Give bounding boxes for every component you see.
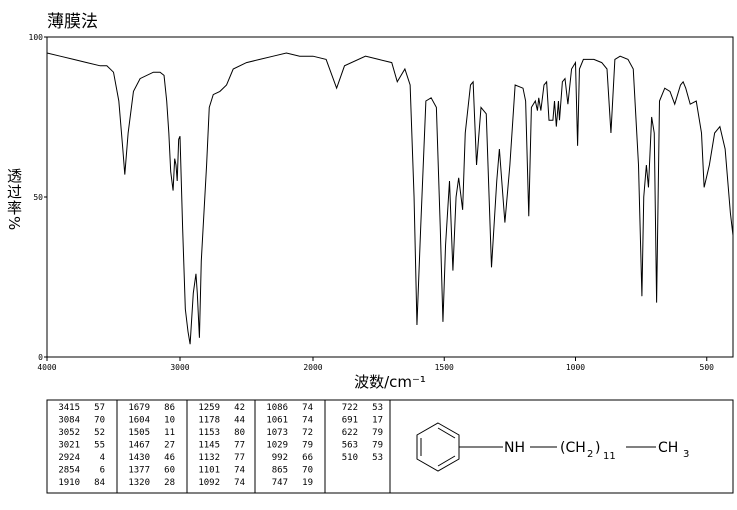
methyl-subscript: 3 (683, 449, 689, 460)
peak-wavenumber: 1153 (198, 428, 220, 438)
spectrum-line (46, 52, 734, 345)
peak-transmittance: 77 (234, 453, 245, 463)
x-tick-label: 3000 (170, 363, 189, 372)
x-tick-label: 2000 (303, 363, 322, 372)
peak-wavenumber: 510 (342, 453, 358, 463)
peak-transmittance: 86 (164, 403, 175, 413)
peak-wavenumber: 1910 (58, 478, 80, 488)
peak-transmittance: 11 (164, 428, 175, 438)
peak-wavenumber: 691 (342, 416, 358, 426)
x-tick-label: 4000 (37, 363, 56, 372)
peak-wavenumber: 3052 (58, 428, 80, 438)
peak-wavenumber: 3021 (58, 441, 80, 451)
y-tick-label: 0 (38, 353, 43, 362)
peak-transmittance: 57 (94, 403, 105, 413)
peak-wavenumber: 1092 (198, 478, 220, 488)
x-tick-label: 500 (700, 363, 715, 372)
peak-transmittance: 74 (302, 416, 313, 426)
peak-transmittance: 27 (164, 441, 175, 451)
peak-transmittance: 42 (234, 403, 245, 413)
y-tick-label: 100 (29, 33, 44, 42)
peak-transmittance: 52 (94, 428, 105, 438)
benzene-ring (416, 422, 656, 472)
peak-wavenumber: 1086 (266, 403, 288, 413)
y-tick-label: 50 (33, 193, 43, 202)
peak-transmittance: 44 (234, 416, 245, 426)
peak-wavenumber: 1101 (198, 466, 220, 476)
peak-wavenumber: 1377 (128, 466, 150, 476)
peak-transmittance: 70 (94, 416, 105, 426)
peak-wavenumber: 3084 (58, 416, 80, 426)
amine-label: NH (504, 440, 525, 456)
peak-transmittance: 84 (94, 478, 105, 488)
peak-transmittance: 80 (234, 428, 245, 438)
peak-wavenumber: 2924 (58, 453, 80, 463)
peak-wavenumber: 1029 (266, 441, 288, 451)
methyl-label: CH (658, 440, 678, 456)
peak-wavenumber: 992 (272, 453, 288, 463)
peak-transmittance: 17 (372, 416, 383, 426)
peak-wavenumber: 1178 (198, 416, 220, 426)
peak-transmittance: 70 (302, 466, 313, 476)
peak-wavenumber: 1061 (266, 416, 288, 426)
peak-transmittance: 72 (302, 428, 313, 438)
chain-close: ) (595, 440, 600, 456)
peak-transmittance: 46 (164, 453, 175, 463)
peak-transmittance: 28 (164, 478, 175, 488)
chart-title: 薄膜法 (47, 12, 98, 32)
peak-wavenumber: 747 (272, 478, 288, 488)
peak-transmittance: 10 (164, 416, 175, 426)
peak-wavenumber: 865 (272, 466, 288, 476)
peak-wavenumber: 3415 (58, 403, 80, 413)
peak-wavenumber: 1259 (198, 403, 220, 413)
peak-wavenumber: 1604 (128, 416, 150, 426)
peak-transmittance: 66 (302, 453, 313, 463)
peak-transmittance: 60 (164, 466, 175, 476)
peak-transmittance: 19 (302, 478, 313, 488)
peak-wavenumber: 2854 (58, 466, 80, 476)
repeat-count: 11 (603, 451, 616, 462)
peak-wavenumber: 1073 (266, 428, 288, 438)
peak-transmittance: 74 (302, 403, 313, 413)
peak-transmittance: 74 (234, 478, 245, 488)
peak-wavenumber: 1467 (128, 441, 150, 451)
peak-wavenumber: 1505 (128, 428, 150, 438)
x-tick-label: 1500 (435, 363, 454, 372)
peak-transmittance: 77 (234, 441, 245, 451)
x-axis-label: 波数/cm⁻¹ (354, 373, 426, 391)
peak-transmittance: 53 (372, 403, 383, 413)
peak-wavenumber: 1679 (128, 403, 150, 413)
chain-label: (CH (560, 440, 586, 456)
peak-wavenumber: 1132 (198, 453, 220, 463)
table-dividers (116, 400, 391, 493)
peak-wavenumber: 1320 (128, 478, 150, 488)
x-tick-label: 1000 (566, 363, 585, 372)
peak-transmittance: 79 (302, 441, 313, 451)
peak-transmittance: 6 (100, 466, 105, 476)
peak-transmittance: 4 (100, 453, 105, 463)
plot-frame (46, 36, 734, 358)
peak-wavenumber: 722 (342, 403, 358, 413)
peak-wavenumber: 1430 (128, 453, 150, 463)
peak-transmittance: 79 (372, 428, 383, 438)
y-axis-label: 透过率% (5, 168, 23, 231)
peak-wavenumber: 563 (342, 441, 358, 451)
chain-subscript: 2 (587, 449, 593, 460)
peak-transmittance: 79 (372, 441, 383, 451)
peak-transmittance: 74 (234, 466, 245, 476)
peak-wavenumber: 1145 (198, 441, 220, 451)
peak-transmittance: 55 (94, 441, 105, 451)
peak-wavenumber: 622 (342, 428, 358, 438)
peak-transmittance: 53 (372, 453, 383, 463)
